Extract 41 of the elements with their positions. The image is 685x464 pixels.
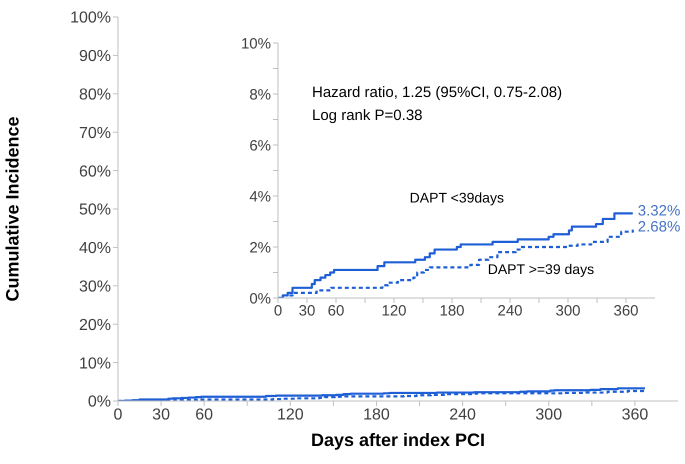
y-tick-label: 0% — [88, 394, 111, 411]
text: DAPT <39days — [410, 189, 504, 206]
y-tick-label: 50% — [78, 202, 111, 219]
x-tick-label: 120 — [381, 302, 407, 320]
y-tick-label: 10% — [78, 355, 111, 372]
y-tick-label: 60% — [78, 163, 111, 180]
x-tick-label: 60 — [328, 302, 344, 320]
y-tick-label: 30% — [78, 278, 111, 296]
y-tick-label: 4% — [249, 188, 271, 206]
x-tick-label: 300 — [555, 302, 581, 320]
x-axis-title: Days after index PCI — [310, 430, 486, 450]
x-tick-label: 180 — [439, 302, 465, 320]
y-tick-label: 6% — [249, 137, 271, 154]
x-tick-label: 300 — [535, 406, 562, 424]
y-tick-label: 80% — [78, 86, 111, 104]
y-tick-label: 100% — [70, 10, 111, 27]
x-tick-label: 30 — [298, 302, 316, 320]
x-tick-label: 360 — [622, 406, 648, 424]
x-tick-label: 240 — [497, 302, 523, 320]
y-tick-label: 20% — [78, 316, 111, 334]
annotation: Log rank P=0.38 — [312, 107, 423, 124]
x-tick-label: 240 — [449, 406, 476, 424]
y-tick-label: 2% — [249, 239, 271, 256]
annotation: Hazard ratio, 1.25 (95%CI, 0.75-2.08) — [312, 84, 562, 101]
series-label: DAPT >=39 days — [488, 260, 594, 277]
x-tick-label: 360 — [613, 302, 639, 320]
annotation: 3.32% — [638, 202, 680, 220]
y-tick-label: 8% — [249, 86, 271, 104]
annotation: 2.68% — [638, 218, 680, 236]
y-tick-label: 0% — [249, 290, 271, 308]
y-axis-title: Cumulative Incidence — [2, 116, 22, 302]
x-tick-label: 30 — [152, 406, 170, 424]
x-tick-label: 180 — [363, 406, 390, 424]
x-tick-label: 120 — [276, 406, 304, 424]
x-tick-label: 0 — [274, 302, 282, 320]
y-tick-label: 40% — [78, 240, 111, 258]
y-tick-label: 10% — [240, 35, 271, 52]
y-tick-label: 70% — [78, 124, 111, 142]
y-tick-label: 90% — [78, 48, 111, 66]
x-tick-label: 0 — [114, 406, 123, 424]
x-tick-label: 60 — [195, 406, 214, 424]
